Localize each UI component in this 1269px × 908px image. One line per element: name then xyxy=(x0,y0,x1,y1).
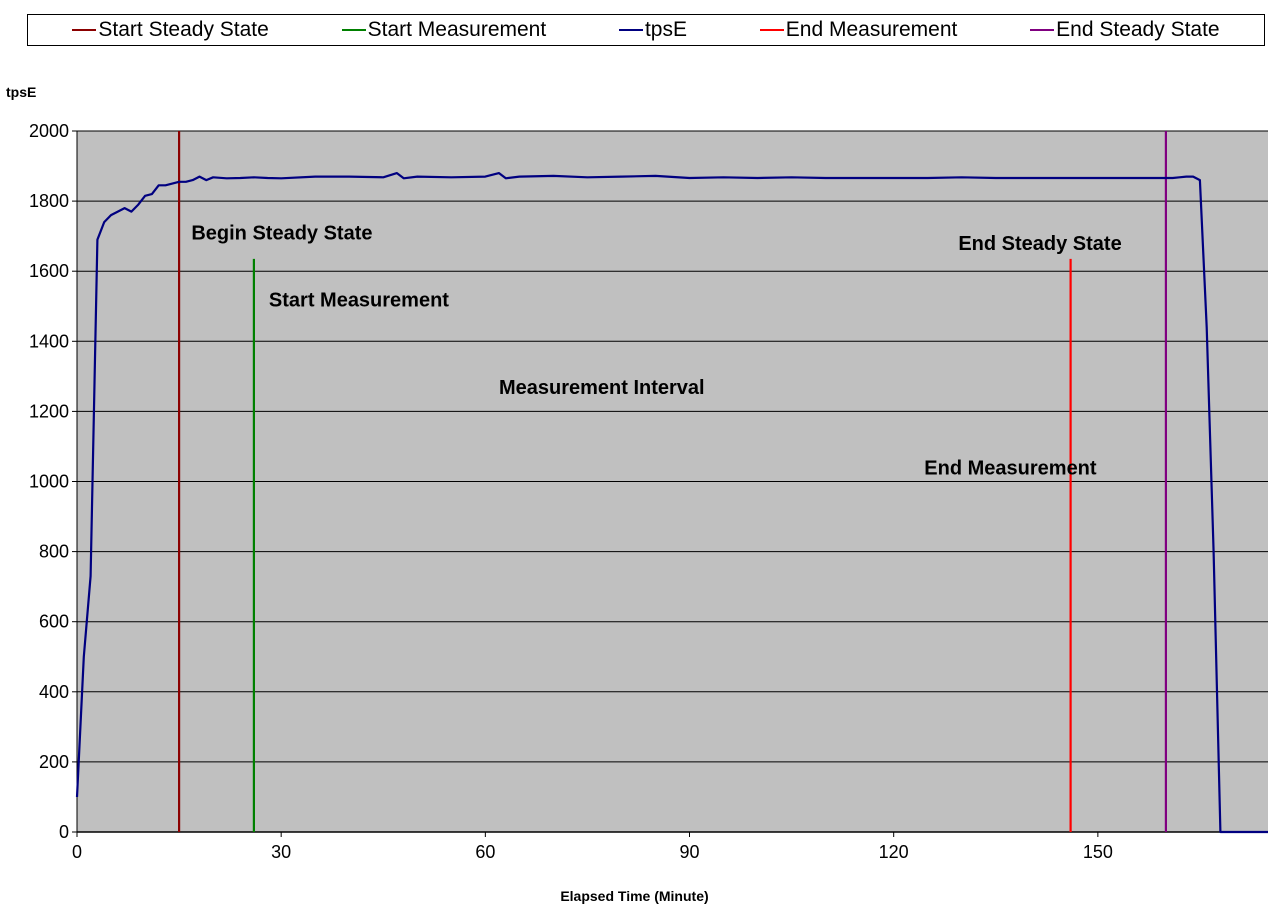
legend-swatch-end-steady-state xyxy=(1030,29,1055,31)
legend-swatch-start-steady-state xyxy=(72,29,97,31)
y-tick-label-1400: 1400 xyxy=(29,331,69,351)
legend-item-start-steady-state: Start Steady State xyxy=(72,18,269,42)
x-axis-title: Elapsed Time (Minute) xyxy=(560,888,709,904)
y-tick-label-600: 600 xyxy=(39,612,69,632)
y-tick-label-2000: 2000 xyxy=(29,121,69,141)
x-tick-label-60: 60 xyxy=(475,842,495,862)
y-tick-label-0: 0 xyxy=(59,822,69,842)
legend-swatch-start-measurement xyxy=(341,29,366,31)
legend-label-tpse: tpsE xyxy=(644,18,687,41)
legend-swatch-end-measurement xyxy=(759,29,784,31)
y-tick-label-1800: 1800 xyxy=(29,191,69,211)
annotation-end-steady-state: End Steady State xyxy=(958,233,1121,255)
x-tick-label-90: 90 xyxy=(679,842,699,862)
y-tick-label-1000: 1000 xyxy=(29,472,69,492)
chart-legend: Start Steady State Start Measurement tps… xyxy=(27,14,1265,46)
y-tick-label-1600: 1600 xyxy=(29,261,69,281)
x-tick-label-30: 30 xyxy=(271,842,291,862)
x-tick-label-0: 0 xyxy=(72,842,82,862)
series-tpse-line xyxy=(75,172,1268,834)
annotation-start-measurement: Start Measurement xyxy=(269,289,449,311)
y-tick-label-400: 400 xyxy=(39,682,69,702)
annotation-begin-steady-state: Begin Steady State xyxy=(191,223,372,245)
annotation-measurement-interval: Measurement Interval xyxy=(499,377,705,399)
legend-label-end-measurement: End Measurement xyxy=(785,18,958,41)
y-tick-label-1200: 1200 xyxy=(29,401,69,421)
legend-item-start-measurement: Start Measurement xyxy=(341,18,547,42)
legend-label-end-steady-state: End Steady State xyxy=(1056,18,1220,41)
legend-item-tpse: tpsE xyxy=(618,18,687,42)
legend-item-end-steady-state: End Steady State xyxy=(1030,18,1220,42)
legend-label-start-measurement: Start Measurement xyxy=(367,18,547,41)
x-tick-label-150: 150 xyxy=(1083,842,1113,862)
annotation-end-measurement: End Measurement xyxy=(924,457,1097,479)
y-tick-label-200: 200 xyxy=(39,752,69,772)
y-tick-label-800: 800 xyxy=(39,542,69,562)
legend-item-end-measurement: End Measurement xyxy=(759,18,958,42)
legend-label-start-steady-state: Start Steady State xyxy=(98,18,269,41)
y-axis-title: tpsE xyxy=(6,84,37,100)
x-tick-label-120: 120 xyxy=(879,842,909,862)
legend-swatch-tpse xyxy=(618,29,643,31)
